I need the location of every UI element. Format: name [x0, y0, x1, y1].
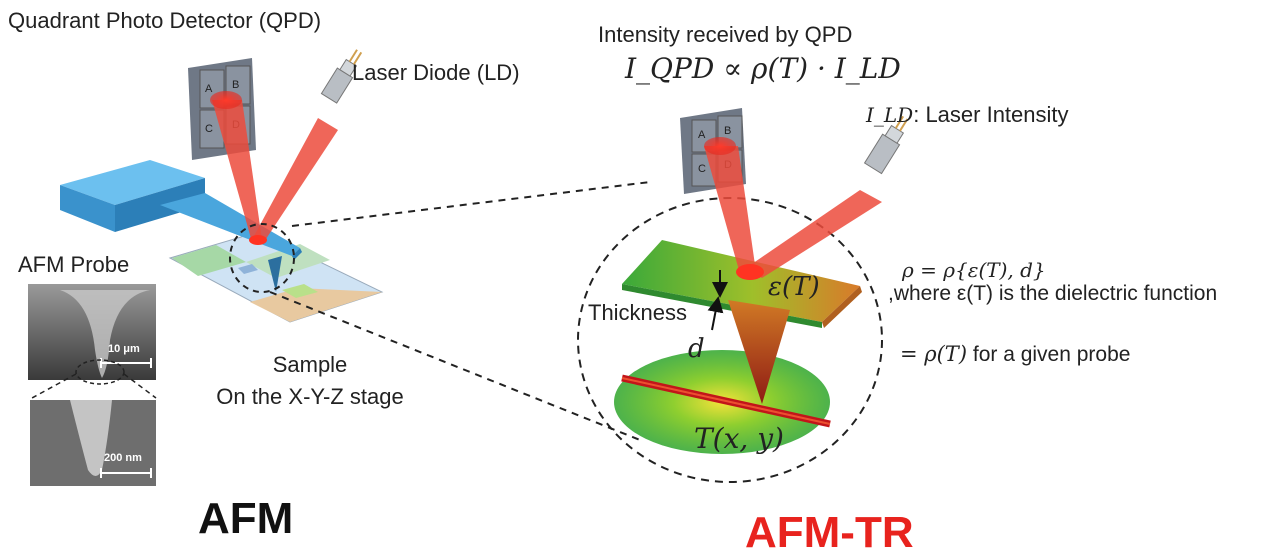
laser-intensity-text: : Laser Intensity [913, 102, 1069, 127]
afm-tr-title: AFM-TR [745, 508, 914, 557]
sem-image-bottom [30, 400, 156, 486]
left-cantilever-spot [249, 235, 267, 245]
right-quadrant-a-label: A [698, 129, 706, 141]
quadrant-b-label: B [232, 79, 239, 91]
sem-zoom-ellipse [75, 359, 125, 385]
sem-scale-bottom: 200 nm [104, 452, 142, 464]
sample-label: Sample [272, 352, 348, 377]
rho-where-text: ,where ε(T) is the dielectric function [888, 282, 1218, 305]
right-incident-beam [746, 190, 882, 278]
afm-title: AFM [198, 494, 294, 543]
d-label: d [688, 334, 705, 364]
sem-image-top [28, 284, 156, 380]
thickness-arrow-up [707, 296, 724, 331]
thickness-label: Thickness [588, 300, 688, 325]
stage-label: On the X-Y-Z stage [216, 384, 404, 409]
left-laser-diode [320, 49, 363, 104]
epsilon-label: ε(T) [768, 272, 820, 302]
temperature-label: T(x, y) [694, 422, 784, 455]
sem-scale-top: 10 μm [108, 343, 140, 355]
quadrant-a-label: A [205, 83, 213, 95]
afm-probe-label: AFM Probe [18, 252, 130, 277]
sem-connector-right [123, 373, 157, 399]
intensity-caption: Intensity received by QPD [598, 22, 853, 47]
zoom-connector-bottom [269, 291, 641, 441]
right-cantilever-spot [736, 264, 764, 280]
right-quadrant-c-label: C [698, 163, 706, 175]
rho-formula: ρ = ρ{ε(T), d} [902, 258, 1046, 282]
left-reflected-beam [212, 100, 262, 242]
laser-intensity-label: I_LD: Laser Intensity [866, 102, 1069, 128]
right-quadrant-b-label: B [724, 125, 731, 137]
right-reflected-beam [704, 146, 756, 274]
right-laser-diode [863, 115, 909, 175]
right-qpd-spot [704, 137, 736, 155]
left-incident-beam [254, 118, 338, 242]
qpd-label: Quadrant Photo Detector (QPD) [8, 8, 322, 33]
quadrant-c-label: C [205, 123, 213, 135]
laser-diode-label: Laser Diode (LD) [352, 60, 520, 85]
left-qpd-spot [210, 91, 242, 109]
left-zoom-circle [229, 223, 295, 293]
rho-probe-eq: = ρ(T) [900, 342, 968, 366]
rho-probe-text: for a given probe [972, 343, 1131, 366]
zoom-connector-top [291, 181, 651, 227]
intensity-formula: I_QPD ∝ ρ(T) · I_LD [625, 52, 901, 85]
laser-intensity-symbol: I_LD [866, 103, 914, 127]
probe-tip [728, 300, 790, 404]
